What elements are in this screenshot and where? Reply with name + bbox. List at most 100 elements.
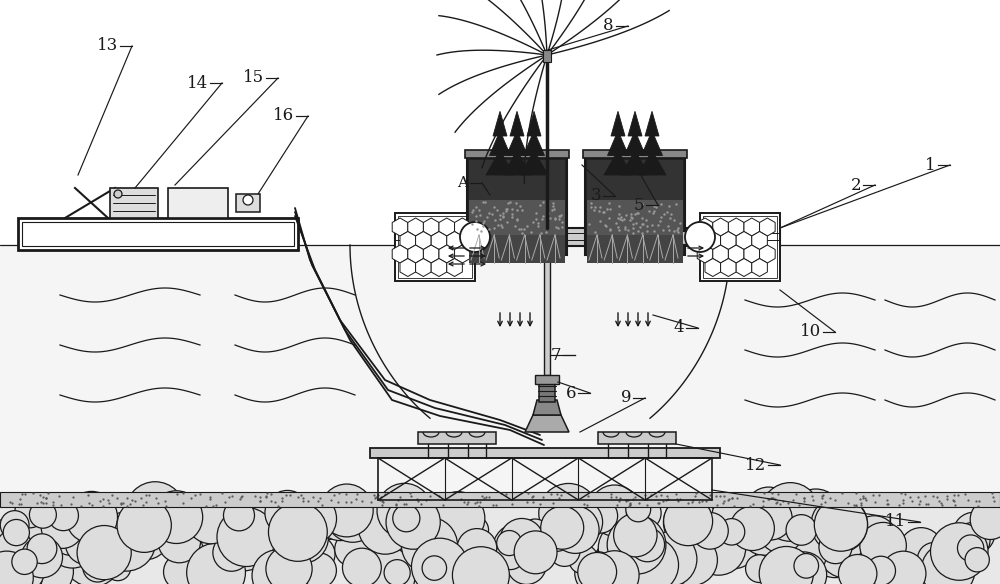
Circle shape <box>666 510 692 536</box>
Circle shape <box>15 497 45 528</box>
Bar <box>467 155 567 255</box>
Polygon shape <box>642 131 662 155</box>
Bar <box>587 200 683 235</box>
Circle shape <box>65 522 108 565</box>
Circle shape <box>268 506 313 551</box>
Text: 11: 11 <box>885 513 906 530</box>
Polygon shape <box>503 150 531 175</box>
Text: 5: 5 <box>634 196 644 214</box>
Circle shape <box>270 549 310 584</box>
Circle shape <box>164 553 201 584</box>
Bar <box>598 432 676 444</box>
Bar <box>395 213 475 281</box>
Circle shape <box>326 489 379 543</box>
Polygon shape <box>447 231 462 249</box>
Circle shape <box>892 538 935 582</box>
Circle shape <box>10 516 61 566</box>
Circle shape <box>97 512 156 571</box>
Bar <box>22 222 294 246</box>
Text: 7: 7 <box>550 346 561 363</box>
Circle shape <box>63 529 122 584</box>
Polygon shape <box>392 218 408 236</box>
Circle shape <box>866 556 896 584</box>
Bar <box>585 155 685 255</box>
Circle shape <box>819 531 852 564</box>
Polygon shape <box>736 259 752 276</box>
Circle shape <box>452 547 509 584</box>
Polygon shape <box>721 231 736 249</box>
Polygon shape <box>490 131 511 155</box>
Circle shape <box>746 555 773 582</box>
Circle shape <box>497 530 522 555</box>
Circle shape <box>21 537 63 578</box>
Circle shape <box>12 549 37 575</box>
Bar <box>395 228 780 246</box>
Circle shape <box>285 493 337 544</box>
Circle shape <box>0 530 32 566</box>
Circle shape <box>355 546 415 584</box>
Circle shape <box>541 506 584 549</box>
Circle shape <box>594 543 629 578</box>
Polygon shape <box>697 218 713 236</box>
Bar <box>535 375 559 384</box>
Circle shape <box>265 491 310 536</box>
Polygon shape <box>744 245 760 263</box>
Circle shape <box>507 545 546 584</box>
Circle shape <box>222 526 267 571</box>
Circle shape <box>0 519 36 572</box>
Polygon shape <box>455 218 470 236</box>
Text: 10: 10 <box>800 324 821 340</box>
Text: 6: 6 <box>566 384 576 402</box>
Bar <box>18 218 298 250</box>
Bar <box>398 216 472 278</box>
Polygon shape <box>705 231 721 249</box>
Circle shape <box>41 519 69 547</box>
Circle shape <box>614 513 657 557</box>
Circle shape <box>258 541 295 578</box>
Circle shape <box>852 549 897 584</box>
Text: 12: 12 <box>745 457 766 474</box>
Circle shape <box>304 498 338 533</box>
Circle shape <box>499 548 530 578</box>
Bar <box>539 382 555 402</box>
Text: 1: 1 <box>925 157 936 173</box>
Circle shape <box>539 484 598 543</box>
Circle shape <box>335 531 370 566</box>
Circle shape <box>27 534 57 564</box>
Bar <box>0 492 1000 507</box>
Circle shape <box>201 507 258 565</box>
Text: 15: 15 <box>243 69 264 86</box>
Circle shape <box>125 482 185 541</box>
Polygon shape <box>728 218 744 236</box>
Bar <box>670 231 700 244</box>
Circle shape <box>569 545 598 574</box>
Circle shape <box>132 498 169 536</box>
Circle shape <box>770 547 813 584</box>
Circle shape <box>269 529 322 582</box>
Text: 4: 4 <box>673 319 684 336</box>
Polygon shape <box>621 150 649 175</box>
Circle shape <box>751 492 791 531</box>
Polygon shape <box>604 150 632 175</box>
Circle shape <box>457 529 497 568</box>
Polygon shape <box>611 112 625 136</box>
Polygon shape <box>416 259 431 276</box>
Circle shape <box>730 529 762 561</box>
Circle shape <box>578 552 617 584</box>
Bar <box>418 432 496 444</box>
Bar <box>469 200 565 235</box>
Circle shape <box>31 505 75 548</box>
Circle shape <box>838 554 877 584</box>
Polygon shape <box>752 231 767 249</box>
Polygon shape <box>713 218 728 236</box>
Polygon shape <box>423 218 439 236</box>
Circle shape <box>41 506 84 548</box>
Polygon shape <box>638 150 666 175</box>
Circle shape <box>781 552 827 584</box>
Polygon shape <box>431 231 447 249</box>
Circle shape <box>469 554 499 584</box>
Circle shape <box>217 507 276 566</box>
Circle shape <box>117 498 171 552</box>
Circle shape <box>3 519 29 545</box>
Bar <box>469 235 565 263</box>
